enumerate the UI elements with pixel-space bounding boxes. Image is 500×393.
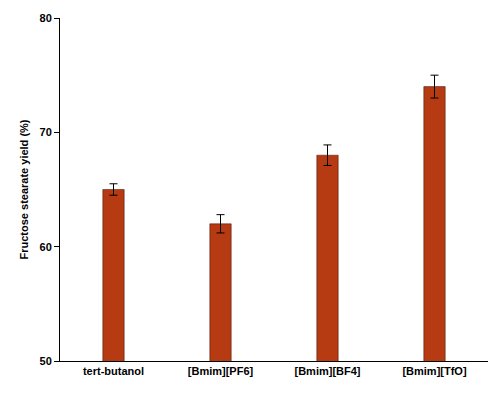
svg-text:[Bmim][BF4]: [Bmim][BF4]	[295, 365, 361, 377]
svg-text:60: 60	[40, 241, 52, 253]
svg-text:Fructose stearate yield (%): Fructose stearate yield (%)	[18, 119, 30, 259]
svg-text:80: 80	[40, 12, 52, 24]
svg-text:tert-butanol: tert-butanol	[83, 365, 144, 377]
svg-text:50: 50	[40, 355, 52, 367]
svg-text:[Bmim][TfO]: [Bmim][TfO]	[402, 365, 466, 377]
svg-text:70: 70	[40, 126, 52, 138]
svg-text:[Bmim][PF6]: [Bmim][PF6]	[188, 365, 254, 377]
